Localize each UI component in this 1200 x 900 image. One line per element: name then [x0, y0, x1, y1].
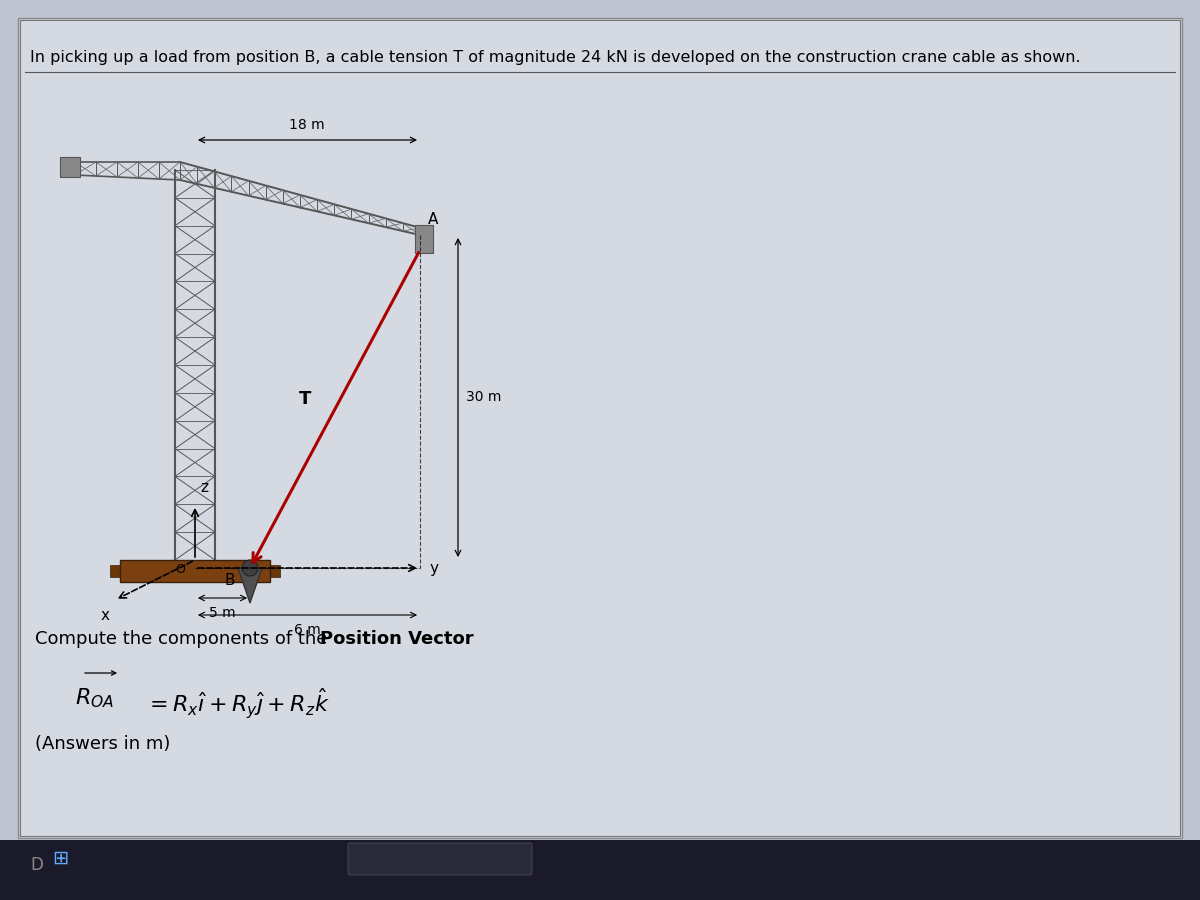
- Text: (Answers in m): (Answers in m): [35, 735, 170, 753]
- Circle shape: [242, 560, 258, 576]
- Text: ⊞: ⊞: [52, 849, 68, 868]
- Text: A: A: [428, 212, 438, 227]
- FancyBboxPatch shape: [415, 225, 433, 253]
- Text: 30 m: 30 m: [466, 390, 502, 404]
- Text: x: x: [101, 608, 109, 623]
- FancyBboxPatch shape: [110, 565, 280, 577]
- Text: $= R_x\hat{\imath} + R_y\hat{\jmath} + R_z\hat{k}$: $= R_x\hat{\imath} + R_y\hat{\jmath} + R…: [145, 686, 330, 721]
- Text: 5 m: 5 m: [209, 606, 235, 620]
- Text: T: T: [299, 390, 311, 408]
- Text: $R_{OA}$: $R_{OA}$: [74, 686, 114, 709]
- FancyBboxPatch shape: [20, 20, 1180, 836]
- FancyBboxPatch shape: [120, 560, 270, 582]
- Text: y: y: [430, 561, 439, 575]
- Text: B: B: [224, 573, 235, 588]
- FancyBboxPatch shape: [60, 157, 80, 177]
- Text: z: z: [200, 480, 208, 495]
- Text: Position Vector: Position Vector: [320, 630, 474, 648]
- Text: 18 m: 18 m: [289, 118, 325, 132]
- FancyBboxPatch shape: [18, 18, 1182, 838]
- Polygon shape: [238, 568, 262, 603]
- FancyBboxPatch shape: [348, 843, 532, 875]
- FancyBboxPatch shape: [0, 840, 1200, 900]
- Text: D: D: [30, 856, 43, 874]
- Text: 6 m: 6 m: [294, 623, 320, 637]
- Text: Compute the components of the: Compute the components of the: [35, 630, 334, 648]
- Text: In picking up a load from position B, a cable tension T of magnitude 24 kN is de: In picking up a load from position B, a …: [30, 50, 1081, 65]
- Text: O: O: [175, 563, 185, 576]
